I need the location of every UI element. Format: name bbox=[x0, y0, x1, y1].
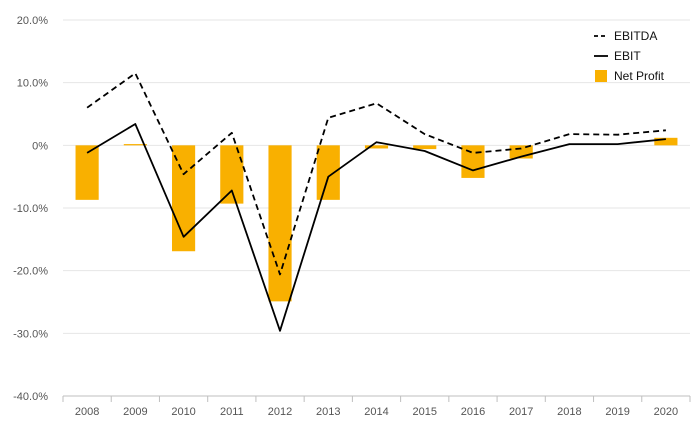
net-profit-bar bbox=[220, 145, 244, 204]
x-tick-label: 2011 bbox=[220, 406, 244, 418]
x-tick-label: 2015 bbox=[412, 406, 436, 418]
x-tick-label: 2009 bbox=[123, 406, 147, 418]
x-tick-label: 2010 bbox=[171, 406, 195, 418]
net-profit-bars bbox=[75, 137, 678, 302]
x-tick-label: 2014 bbox=[364, 406, 388, 418]
ebit-line bbox=[86, 123, 666, 332]
legend-ebitda-label: EBITDA bbox=[614, 29, 657, 43]
x-axis-ticks: 2008 2009 2010 2011 2012 2013 2014 2015 2016 2017… bbox=[62, 396, 691, 418]
net-profit-bar bbox=[268, 145, 292, 302]
x-tick-label: 2012 bbox=[268, 406, 292, 418]
y-axis-ticks: 20.0% 10.0% 0% -10.0% -20.0% -30.0% -40.0% bbox=[13, 15, 48, 403]
net-profit-bar bbox=[364, 145, 389, 149]
y-tick-label: -40.0% bbox=[13, 391, 48, 403]
x-tick-label: 2008 bbox=[75, 406, 99, 418]
x-tick-label: 2017 bbox=[509, 406, 533, 418]
legend-ebit-label: EBIT bbox=[614, 49, 641, 63]
x-tick-label: 2016 bbox=[461, 406, 485, 418]
legend-net-profit-swatch bbox=[595, 70, 607, 82]
x-tick-label: 2018 bbox=[557, 406, 581, 418]
x-tick-label: 2019 bbox=[605, 406, 629, 418]
x-tick-label: 2020 bbox=[654, 406, 678, 418]
y-tick-label: 10.0% bbox=[17, 78, 48, 90]
ebitda-line bbox=[86, 72, 666, 276]
y-tick-label: 20.0% bbox=[17, 15, 48, 27]
net-profit-bar bbox=[123, 144, 147, 146]
y-tick-label: -20.0% bbox=[13, 266, 48, 278]
net-profit-bar bbox=[461, 145, 485, 178]
y-tick-label: -10.0% bbox=[13, 203, 48, 215]
net-profit-bar bbox=[316, 145, 340, 200]
net-profit-bar bbox=[654, 137, 678, 146]
y-tick-label: 0% bbox=[32, 140, 48, 152]
net-profit-bar bbox=[413, 145, 437, 150]
legend-net-profit-label: Net Profit bbox=[614, 69, 665, 83]
x-tick-label: 2013 bbox=[316, 406, 340, 418]
series-lines bbox=[86, 72, 666, 332]
net-profit-bar bbox=[75, 145, 99, 200]
legend: EBITDA EBIT Net Profit bbox=[594, 29, 665, 83]
y-tick-label: -30.0% bbox=[13, 328, 48, 340]
